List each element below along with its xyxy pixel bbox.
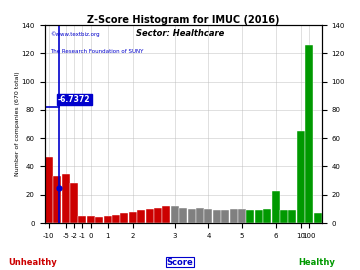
Bar	[120, 213, 129, 223]
Bar	[53, 176, 61, 223]
Bar	[87, 216, 95, 223]
Title: Z-Score Histogram for IMUC (2016): Z-Score Histogram for IMUC (2016)	[87, 15, 279, 25]
Bar	[204, 209, 212, 223]
Text: The Research Foundation of SUNY: The Research Foundation of SUNY	[50, 49, 144, 54]
Bar	[188, 209, 195, 223]
Bar	[162, 206, 170, 223]
Bar	[95, 217, 103, 223]
Bar	[196, 208, 204, 223]
Bar	[297, 131, 305, 223]
Text: Score: Score	[167, 258, 193, 266]
Text: -6.7372: -6.7372	[58, 95, 91, 104]
Bar	[263, 209, 271, 223]
Bar	[78, 216, 86, 223]
Bar	[213, 210, 221, 223]
Text: ©www.textbiz.org: ©www.textbiz.org	[50, 31, 100, 36]
Bar	[70, 183, 78, 223]
Bar	[179, 208, 187, 223]
Text: Healthy: Healthy	[298, 258, 335, 266]
Bar	[271, 191, 280, 223]
Bar	[171, 206, 179, 223]
Bar	[112, 215, 120, 223]
Bar	[137, 210, 145, 223]
Bar	[154, 208, 162, 223]
Bar	[230, 209, 238, 223]
Bar	[129, 212, 137, 223]
Bar	[45, 157, 53, 223]
Bar	[62, 174, 69, 223]
Bar	[104, 216, 112, 223]
Bar	[255, 210, 263, 223]
Bar	[221, 210, 229, 223]
Bar	[314, 213, 321, 223]
Y-axis label: Number of companies (670 total): Number of companies (670 total)	[15, 72, 20, 176]
Bar	[288, 210, 296, 223]
Text: Sector: Healthcare: Sector: Healthcare	[136, 29, 224, 38]
Bar	[305, 45, 313, 223]
Bar	[145, 209, 154, 223]
Bar	[280, 210, 288, 223]
Text: Unhealthy: Unhealthy	[8, 258, 57, 266]
Bar	[246, 210, 255, 223]
Bar	[238, 209, 246, 223]
